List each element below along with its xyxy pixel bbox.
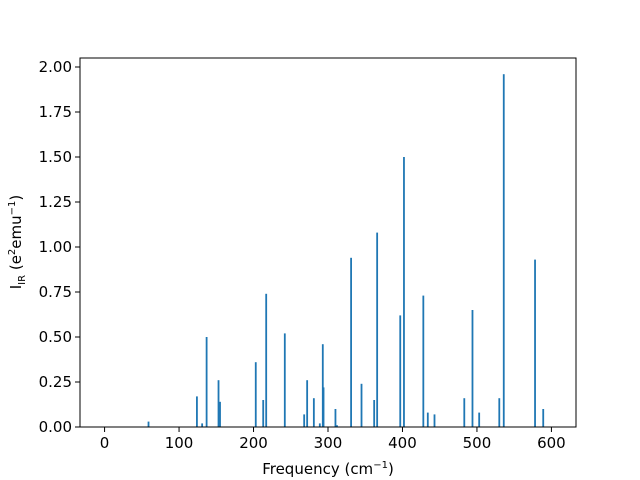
bar (350, 257, 352, 427)
bar (426, 412, 429, 427)
bar (334, 409, 337, 427)
bar (312, 398, 315, 427)
bar (376, 232, 379, 427)
bar (502, 74, 505, 427)
bar (283, 333, 286, 427)
x-tick-label: 0 (100, 434, 110, 452)
bar (321, 344, 324, 427)
bar (433, 414, 436, 427)
bar (205, 337, 208, 427)
bar (147, 421, 150, 427)
y-axis-ticks: 0.00 0.25 0.50 0.75 1.00 1.25 1.50 1.75 2.00 (39, 58, 80, 436)
bar (498, 398, 501, 427)
y-tick-label: 1.75 (39, 103, 72, 121)
bar (254, 362, 257, 427)
x-tick-label: 400 (388, 434, 417, 452)
x-tick-label: 200 (239, 434, 268, 452)
bar (542, 409, 545, 427)
bar (463, 398, 466, 427)
bar (217, 380, 220, 427)
bar (422, 295, 425, 427)
bar (306, 380, 309, 427)
bar (478, 412, 481, 427)
bar (373, 400, 376, 427)
y-tick-label: 0.25 (39, 373, 72, 391)
x-axis-label: Frequency (cm−1) (262, 460, 394, 478)
bar (336, 425, 338, 427)
bar (262, 400, 265, 427)
x-tick-label: 600 (537, 434, 566, 452)
x-tick-label: 100 (165, 434, 194, 452)
plot-frame (79, 57, 577, 428)
bar (303, 414, 306, 427)
y-tick-label: 0.50 (39, 328, 72, 346)
bar (399, 315, 402, 427)
bar (201, 423, 204, 427)
y-tick-label: 0.75 (39, 283, 72, 301)
y-tick-label: 2.00 (39, 58, 72, 76)
y-tick-label: 1.00 (39, 238, 72, 256)
x-axis-ticks: 0 100 200 300 400 500 600 (100, 427, 566, 452)
bar (196, 396, 198, 427)
bar (534, 259, 536, 427)
y-tick-label: 1.25 (39, 193, 72, 211)
bar (219, 401, 221, 427)
bar (265, 293, 268, 427)
bar (360, 383, 363, 427)
bar (471, 310, 474, 427)
bar (403, 157, 405, 427)
y-tick-label: 1.50 (39, 148, 72, 166)
y-axis-label: IIR (e2emu−1) (7, 195, 28, 290)
bar (318, 423, 321, 427)
bars-group (147, 74, 545, 427)
x-tick-label: 500 (463, 434, 492, 452)
x-tick-label: 300 (314, 434, 343, 452)
y-tick-label: 0.00 (39, 418, 72, 436)
bar (322, 387, 325, 427)
